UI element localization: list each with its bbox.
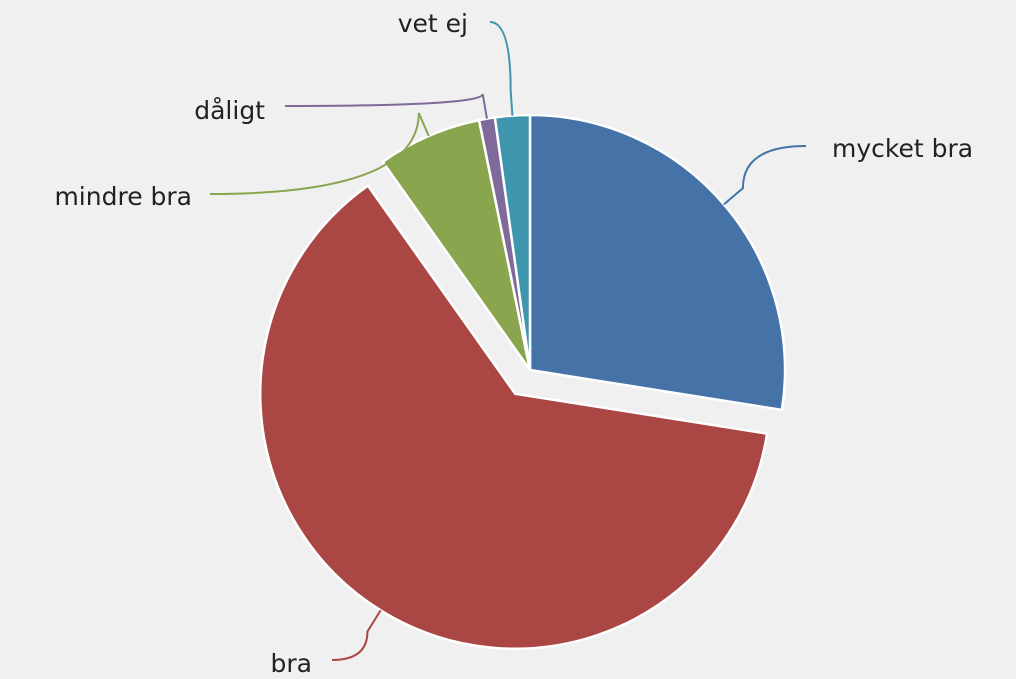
slice-label: mindre bra	[54, 182, 192, 211]
slice-label: mycket bra	[832, 134, 973, 163]
slice-label: bra	[271, 649, 312, 678]
slice-label: dåligt	[194, 96, 265, 125]
slice-label: vet ej	[398, 9, 468, 38]
connector	[331, 609, 382, 661]
connector	[209, 112, 430, 195]
connector	[489, 21, 514, 116]
connector	[284, 93, 488, 119]
pie-slice	[259, 184, 769, 651]
connector	[723, 145, 807, 206]
